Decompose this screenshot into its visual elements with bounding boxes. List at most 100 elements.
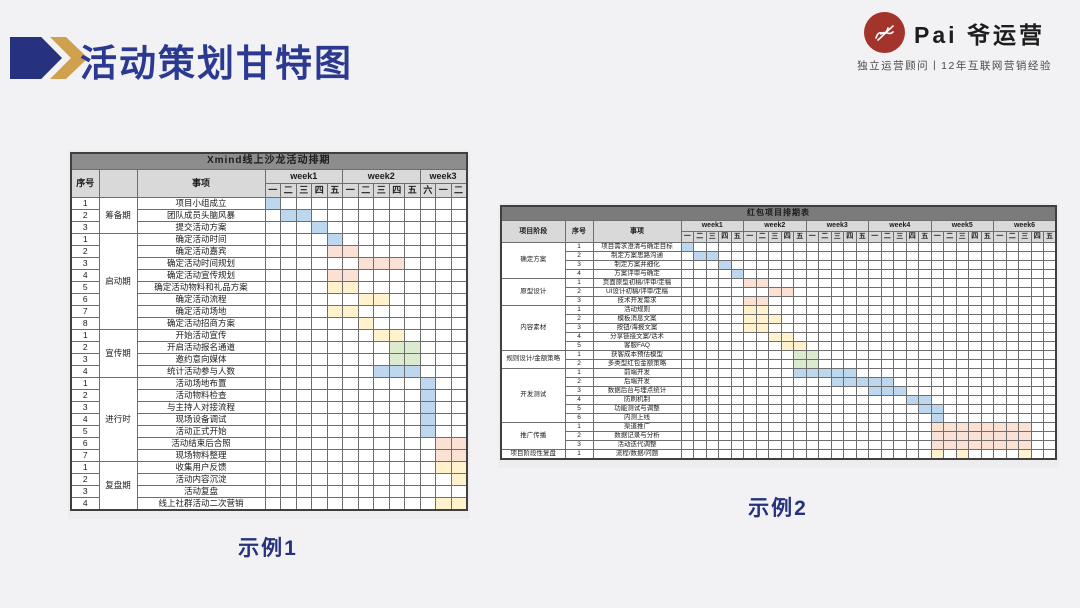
gantt-cell	[705, 449, 719, 460]
gantt-bar-cell	[930, 431, 944, 441]
gantt-cell	[264, 437, 281, 450]
gantt-cell	[680, 296, 694, 306]
gantt-cell	[818, 341, 832, 351]
gantt-bar-cell	[743, 314, 757, 324]
gantt-cell	[693, 449, 707, 460]
task-name-cell: 分享链接文案/话术	[592, 332, 682, 342]
gantt-cell	[818, 242, 832, 252]
task-name-cell: 开始活动宣传	[136, 329, 266, 342]
gantt-cell	[718, 323, 732, 333]
gantt-cell	[968, 404, 982, 414]
gantt-cell	[793, 314, 807, 324]
row-number-cell: 1	[70, 329, 100, 342]
gantt-cell	[419, 329, 436, 342]
gantt-cell	[1043, 440, 1057, 450]
gantt-cell	[419, 485, 436, 498]
day-header: 五	[1043, 231, 1057, 243]
gantt-cell	[357, 281, 374, 294]
task-name-cell: 活动正式开始	[136, 425, 266, 438]
gantt-cell	[743, 242, 757, 252]
task-row: 8 确定活动招商方案	[70, 317, 467, 330]
gantt-cell	[1030, 341, 1044, 351]
gantt-cell	[326, 341, 343, 354]
gantt-cell	[905, 314, 919, 324]
gantt-cell	[718, 404, 732, 414]
gantt-cell	[880, 341, 894, 351]
row-number-cell: 3	[70, 257, 100, 270]
day-header: 四	[968, 231, 982, 243]
gantt-cell	[280, 461, 297, 474]
gantt-cell	[435, 245, 452, 258]
gantt-cell	[404, 437, 421, 450]
gantt-cell	[930, 251, 944, 261]
gantt-cell	[918, 422, 932, 432]
gantt-cell	[295, 437, 312, 450]
gantt-cell	[435, 365, 452, 378]
gantt-cell	[793, 260, 807, 270]
gantt-cell	[1030, 332, 1044, 342]
gantt-cell	[680, 278, 694, 288]
gantt-cell	[818, 440, 832, 450]
gantt-cell	[868, 350, 882, 360]
gantt-cell	[943, 269, 957, 279]
gantt-cell	[818, 422, 832, 432]
task-name-cell: 获客成本预估模型	[592, 350, 682, 360]
row-number-cell: 5	[564, 404, 594, 414]
gantt-cell	[1005, 413, 1019, 423]
week-header: week3	[805, 220, 869, 232]
gantt-bar-cell	[435, 437, 452, 450]
task-name-cell: UI设计初稿/评审/定稿	[592, 287, 682, 297]
gantt-cell	[843, 314, 857, 324]
task-name-cell: 客服FAQ	[592, 341, 682, 351]
gantt-cell	[295, 425, 312, 438]
gantt-cell	[955, 278, 969, 288]
gantt-cell	[805, 395, 819, 405]
gantt-cell	[768, 413, 782, 423]
task-row: 1 宣传期 开始活动宣传	[70, 329, 467, 378]
day-header: 四	[905, 231, 919, 243]
gantt-cell	[1005, 269, 1019, 279]
gantt-cell	[680, 422, 694, 432]
gantt-cell	[1043, 269, 1057, 279]
gantt-cell	[1018, 368, 1032, 378]
gantt-cell	[311, 329, 328, 342]
task-row: 1 复盘期 收集用户反馈	[70, 461, 467, 511]
gantt-cell	[830, 404, 844, 414]
gantt-cell	[743, 395, 757, 405]
gantt-cell	[693, 242, 707, 252]
gantt-cell	[450, 317, 467, 330]
gantt-cell	[830, 395, 844, 405]
day-header: 四	[388, 183, 405, 198]
gantt-cell	[435, 221, 452, 234]
gantt-cell	[993, 449, 1007, 460]
gantt-cell	[435, 353, 452, 366]
gantt-cell	[280, 329, 297, 342]
gantt-cell	[280, 305, 297, 318]
gantt-cell	[905, 305, 919, 315]
day-header: 一	[342, 183, 359, 198]
gantt-bar-cell	[388, 353, 405, 366]
gantt-cell	[768, 305, 782, 315]
gantt-cell	[718, 278, 732, 288]
gantt-cell	[373, 437, 390, 450]
gantt-bar-cell	[793, 368, 807, 378]
gantt-cell	[880, 242, 894, 252]
gantt-cell	[718, 440, 732, 450]
gantt-cell	[326, 257, 343, 270]
gantt-cell	[855, 422, 869, 432]
task-name-cell: 团队成员头脑风暴	[136, 209, 266, 222]
caption-example1: 示例1	[238, 537, 298, 560]
gantt-cell	[705, 314, 719, 324]
gantt-cell	[295, 269, 312, 282]
gantt-cell	[311, 317, 328, 330]
gantt-cell	[311, 389, 328, 402]
gantt-cell	[311, 473, 328, 486]
task-name-cell: 确定活动招商方案	[136, 317, 266, 330]
day-header: 五	[730, 231, 744, 243]
gantt-cell	[326, 461, 343, 474]
gantt-cell	[955, 341, 969, 351]
gantt-cell	[805, 242, 819, 252]
gantt-cell	[893, 323, 907, 333]
gantt-cell	[905, 386, 919, 396]
gantt-cell	[830, 305, 844, 315]
